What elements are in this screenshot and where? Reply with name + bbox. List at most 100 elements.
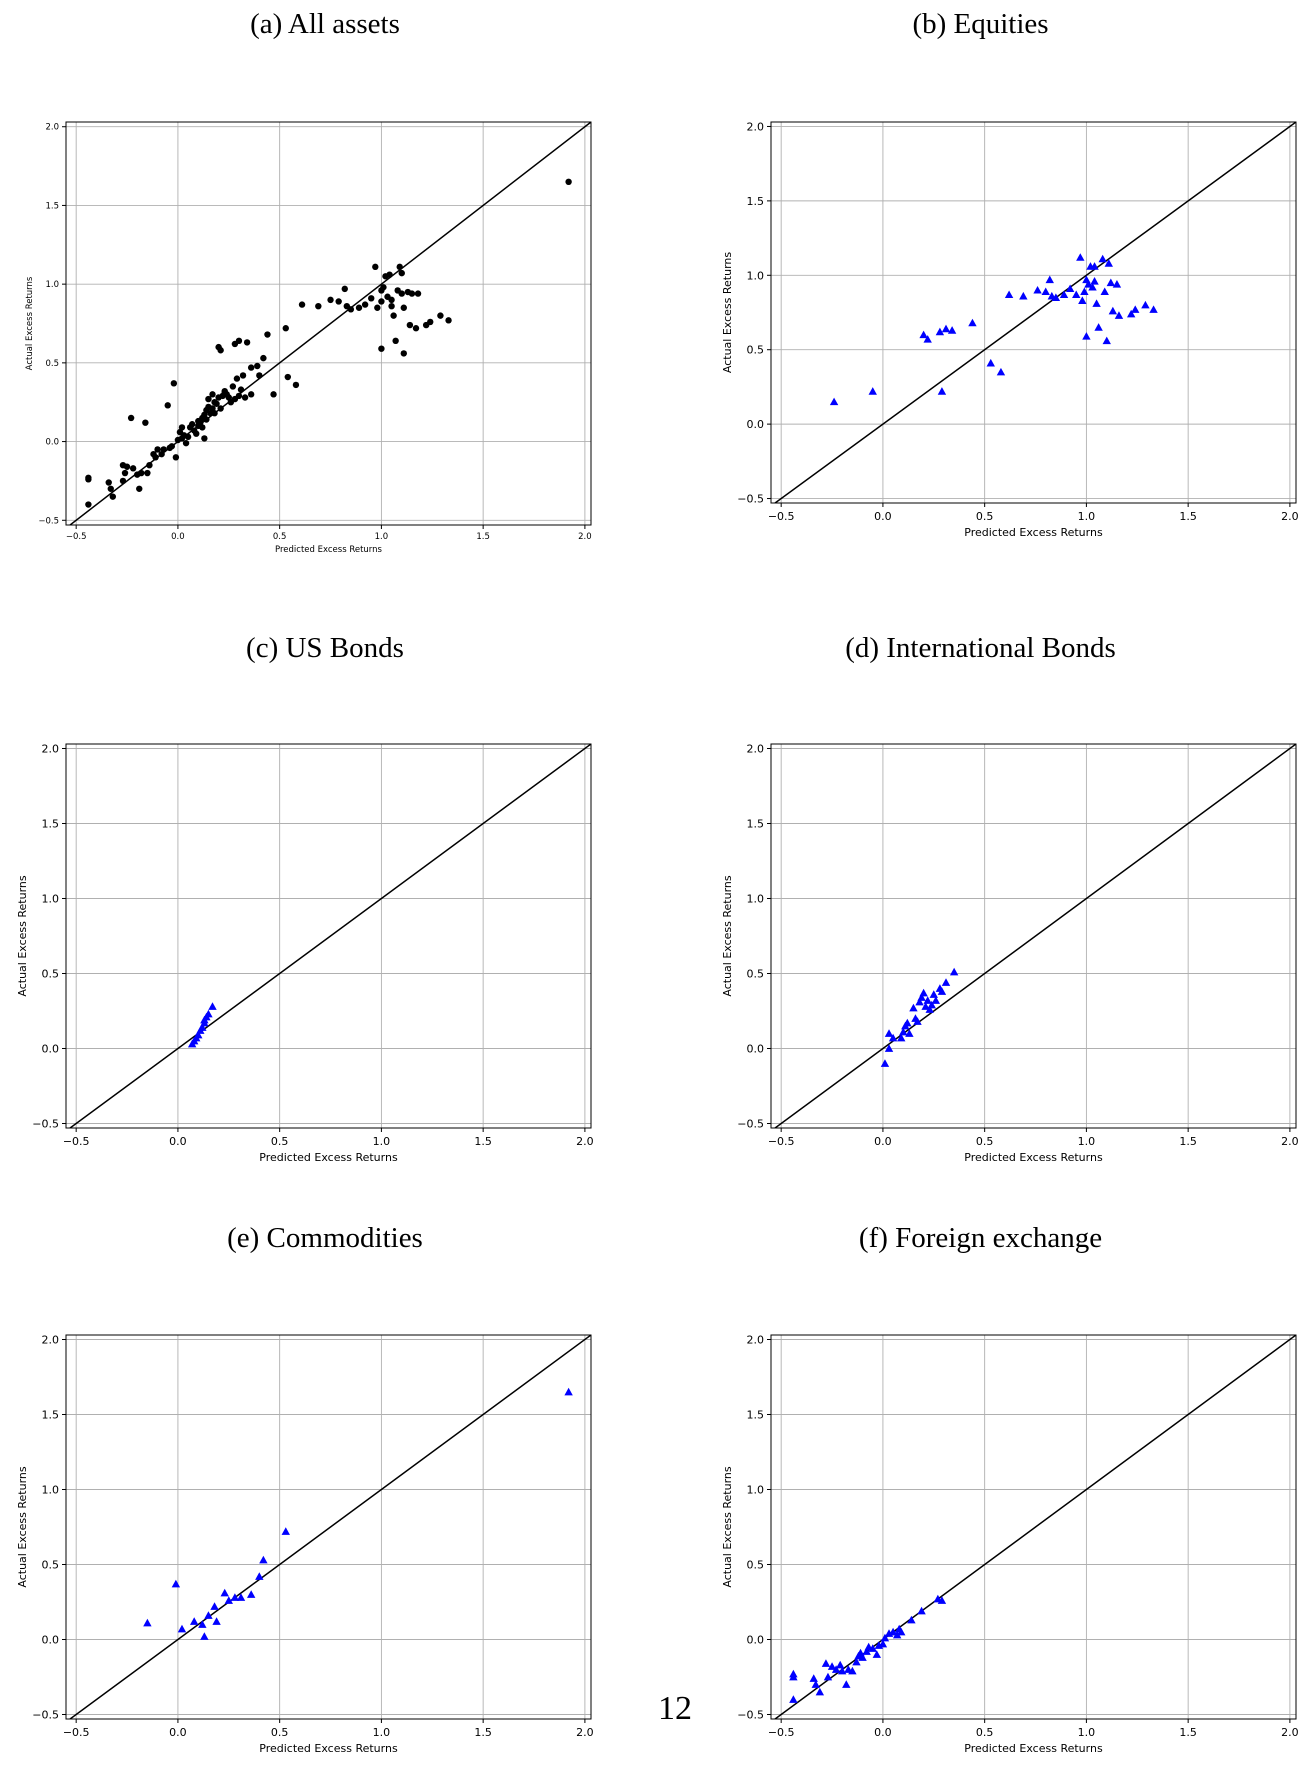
data-point	[85, 501, 92, 508]
data-point	[888, 1033, 898, 1042]
y-tick-label: 1.5	[747, 195, 765, 208]
data-point	[923, 996, 932, 1004]
x-axis-label: Predicted Excess Returns	[275, 545, 383, 555]
data-point	[123, 463, 131, 470]
data-points	[143, 1387, 573, 1640]
data-point	[374, 304, 381, 311]
x-tick-label: 1.0	[373, 1135, 391, 1148]
data-point	[1131, 305, 1140, 313]
data-point	[1084, 280, 1093, 288]
data-point	[408, 290, 416, 297]
y-axis-label: Actual Excess Returns	[25, 276, 35, 370]
data-point	[255, 1572, 264, 1580]
x-tick-label: −0.5	[63, 1726, 90, 1739]
x-tick-label: 1.0	[1078, 1135, 1096, 1148]
data-point	[400, 350, 407, 357]
data-point	[823, 1672, 833, 1681]
chart-title: (d) International Bonds	[845, 632, 1116, 664]
data-point	[427, 318, 434, 326]
panel-f: (f) Foreign exchange −0.5 0.0 0.5 1.0 1.5 2.0…	[650, 1210, 1311, 1767]
data-point	[884, 1029, 894, 1037]
data-point	[1114, 311, 1124, 319]
y-tick-label: 0.0	[42, 1634, 60, 1647]
data-point	[835, 1660, 845, 1669]
data-point	[327, 296, 334, 304]
y-tick-label: −0.5	[737, 1118, 764, 1131]
x-tick-label: 0.5	[976, 1726, 994, 1739]
data-point	[1088, 282, 1097, 291]
data-point	[1108, 306, 1118, 315]
data-point	[200, 1632, 209, 1640]
x-tick-label: 0.0	[169, 1135, 187, 1148]
y-axis-label: Actual Excess Returns	[721, 252, 734, 374]
data-point	[789, 1672, 798, 1681]
plot-frame	[770, 743, 1297, 1129]
data-point	[821, 1659, 831, 1667]
data-point	[107, 485, 114, 492]
data-point	[335, 298, 342, 305]
data-point	[899, 1027, 908, 1036]
data-point	[142, 419, 149, 426]
x-tick-label: 0.5	[976, 510, 994, 523]
data-point	[1102, 336, 1111, 345]
data-point	[259, 1555, 268, 1564]
data-point	[233, 375, 241, 382]
y-tick-label: −0.5	[737, 1709, 764, 1722]
data-point	[827, 1662, 837, 1670]
data-point	[378, 345, 385, 352]
data-point	[136, 485, 143, 492]
data-point	[414, 290, 422, 297]
data-point	[1090, 277, 1099, 285]
data-point	[1149, 305, 1158, 313]
data-point	[212, 1617, 221, 1625]
x-tick-label: 1.5	[1179, 1726, 1197, 1739]
chart-svg: −0.5 0.0 0.5 1.0 1.5 2.0 −0.5 0.0 0.5 1.0 1.5 2.0 Pr…	[721, 743, 1299, 1165]
data-point	[315, 302, 322, 310]
data-point	[1112, 280, 1122, 288]
data-point	[188, 421, 196, 428]
data-point	[204, 1611, 213, 1619]
data-point	[1045, 275, 1054, 284]
data-point	[386, 271, 393, 278]
data-point	[398, 290, 405, 297]
data-point	[217, 347, 224, 354]
data-point	[105, 479, 112, 486]
chart-title: (b) Equities	[912, 8, 1049, 40]
y-tick-label: 1.5	[747, 818, 765, 831]
data-point	[937, 1596, 947, 1604]
data-point	[380, 284, 387, 291]
data-point	[919, 988, 928, 997]
data-point	[172, 454, 180, 461]
y-tick-label: 0.0	[747, 1043, 765, 1056]
y-tick-label: 0.0	[42, 1043, 60, 1056]
chart-svg: −0.5 0.0 0.5 1.0 1.5 2.0 −0.5 0.0 0.5 1.0 1.5 2.0 Pr…	[16, 743, 594, 1165]
data-point	[247, 364, 255, 371]
data-point	[1033, 285, 1042, 294]
data-point	[193, 430, 200, 437]
panel-b: (b) Equities −0.5 0.0 0.5 1.0 1.5 2.0 −0.5 0.0 0…	[650, 0, 1311, 580]
data-point	[143, 1618, 152, 1627]
data-point	[1100, 287, 1109, 296]
x-axis-label: Predicted Excess Returns	[964, 1742, 1103, 1755]
data-point	[211, 410, 218, 417]
y-tick-label: 0.5	[42, 968, 60, 981]
data-point	[897, 1627, 906, 1636]
y-tick-label: 2.0	[747, 120, 765, 133]
data-point	[947, 326, 957, 334]
data-point	[160, 446, 167, 453]
data-point	[292, 381, 300, 389]
x-tick-label: 0.0	[874, 1135, 892, 1148]
data-point	[905, 1029, 914, 1037]
data-point	[235, 337, 243, 345]
reference-line	[773, 744, 1296, 1128]
data-point	[85, 476, 92, 483]
y-tick-label: 2.0	[42, 1334, 60, 1347]
data-points	[829, 253, 1158, 406]
x-tick-label: 0.5	[271, 1726, 289, 1739]
panel-d: (d) International Bonds −0.5 0.0 0.5 1.0 1.5…	[650, 620, 1311, 1180]
data-point	[198, 1620, 207, 1628]
data-point	[178, 424, 186, 431]
x-tick-label: 0.5	[976, 1135, 994, 1148]
data-point	[184, 433, 192, 441]
data-point	[201, 435, 208, 442]
